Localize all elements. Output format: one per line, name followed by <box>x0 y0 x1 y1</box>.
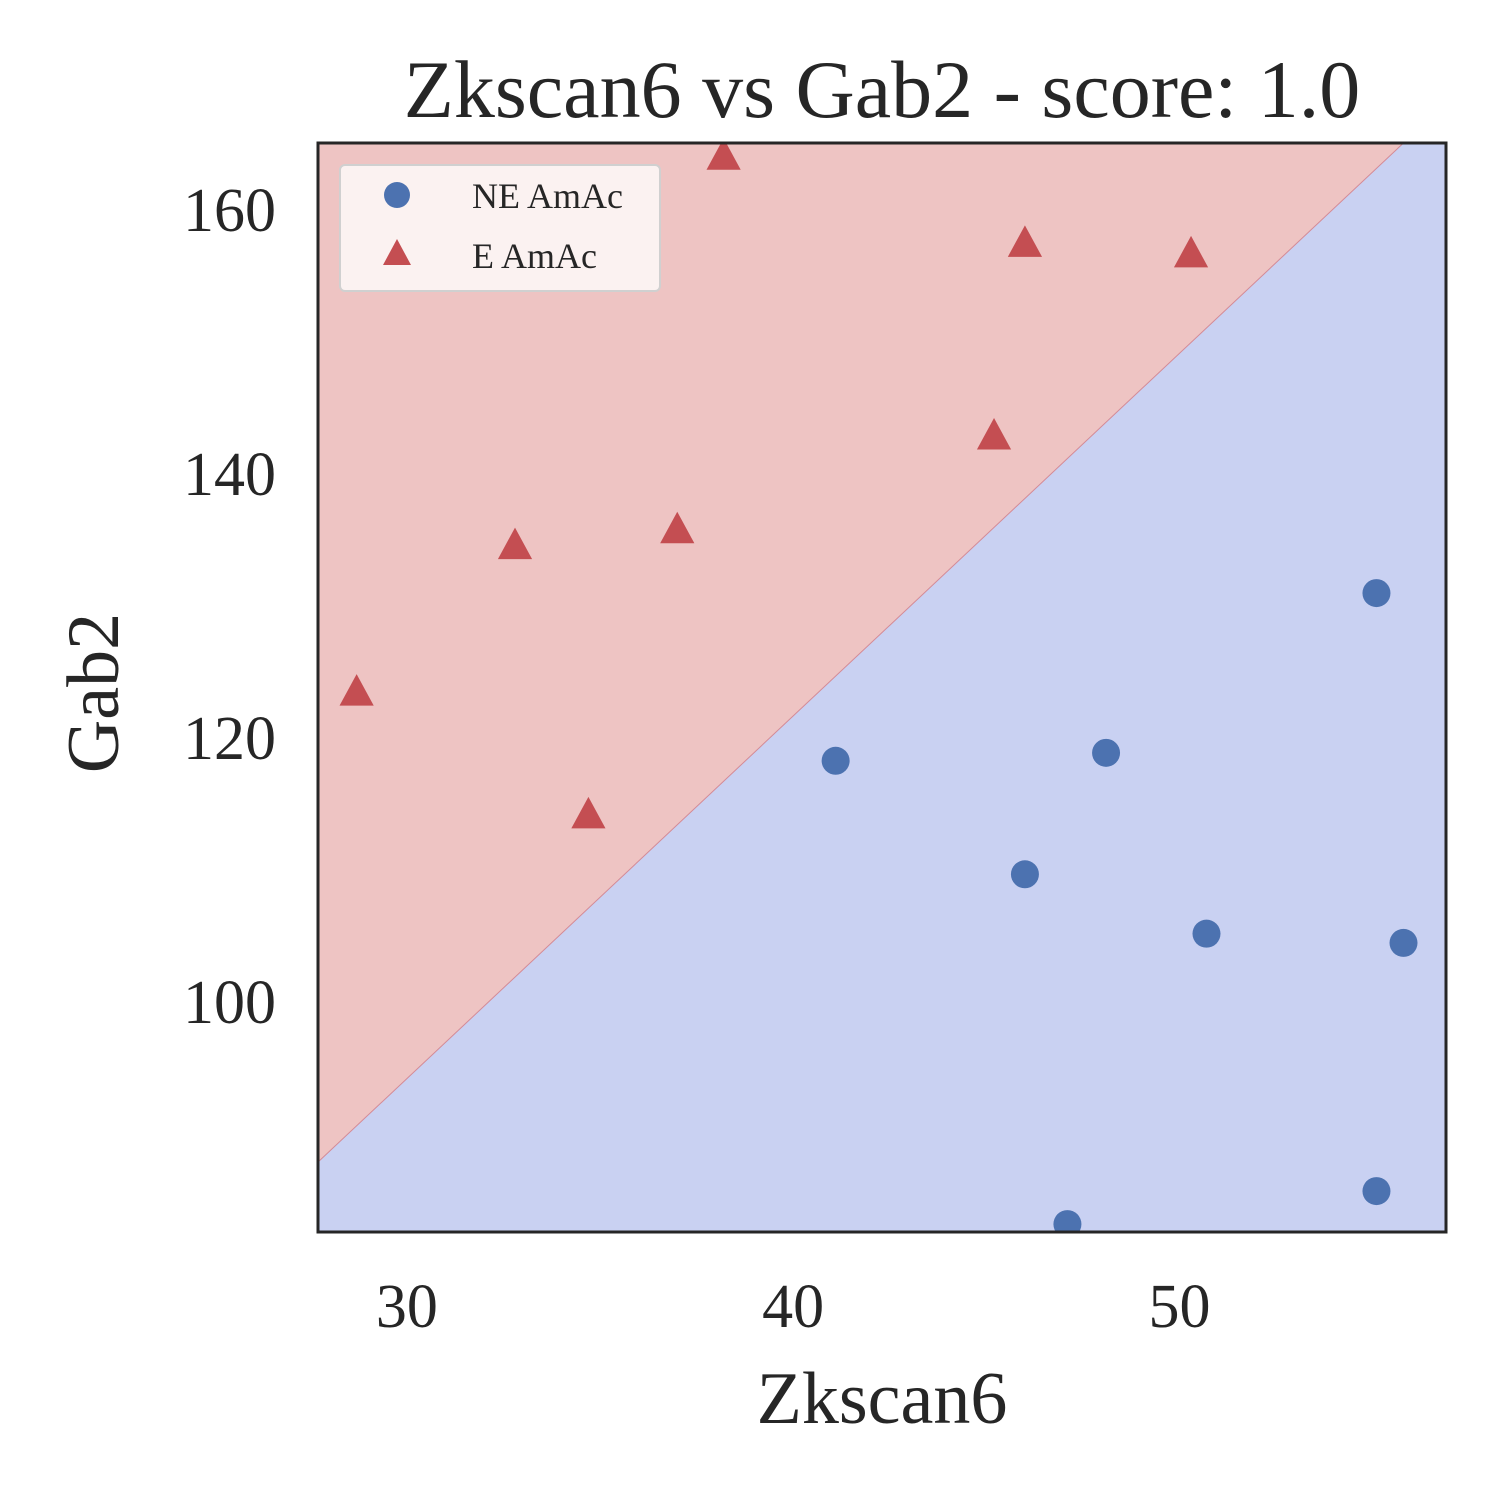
e-point-2 <box>571 796 606 829</box>
plot-frame <box>316 141 1448 1234</box>
y-tick-labels: 100 120 140 160 <box>183 177 276 1037</box>
x-tick-label: 30 <box>376 1273 438 1341</box>
legend-box <box>339 164 661 292</box>
legend: NE AmAc E AmAc <box>339 164 661 292</box>
e-point-5 <box>976 418 1012 450</box>
e-point-6 <box>1007 225 1043 257</box>
x-axis-label: Zkscan6 <box>757 1358 1008 1440</box>
legend-label-e: E AmAc <box>472 236 597 276</box>
ne-point-0 <box>821 746 850 775</box>
y-tick-label: 120 <box>183 705 276 773</box>
plot-area <box>318 143 1446 1232</box>
x-tick-labels: 30 40 50 <box>376 1273 1211 1341</box>
y-axis-label: Gab2 <box>53 613 135 773</box>
data-points <box>339 143 1418 1232</box>
e-point-7 <box>1173 235 1209 268</box>
y-tick-label: 100 <box>183 969 276 1037</box>
x-tick-label: 50 <box>1148 1273 1210 1341</box>
ne-point-2 <box>1092 738 1121 767</box>
legend-circle-icon <box>384 182 410 208</box>
y-tick-label: 160 <box>183 177 276 245</box>
ne-point-6 <box>1389 928 1418 957</box>
y-tick-label: 140 <box>183 441 276 509</box>
legend-label-ne: NE AmAc <box>472 176 623 216</box>
ne-point-3 <box>1053 1210 1082 1232</box>
ne-point-7 <box>1362 1177 1391 1206</box>
e-point-0 <box>339 674 374 706</box>
e-point-3 <box>660 511 695 544</box>
ne-point-5 <box>1362 579 1391 608</box>
ne-point-1 <box>1010 860 1039 889</box>
legend-triangle-icon <box>383 239 411 265</box>
chart-title: Zkscan6 vs Gab2 - score: 1.0 <box>404 44 1360 135</box>
e-point-1 <box>497 527 533 560</box>
decision-boundary <box>318 143 1405 1163</box>
x-tick-label: 40 <box>762 1273 824 1341</box>
ne-point-4 <box>1192 919 1221 948</box>
e-point-4 <box>706 143 741 170</box>
